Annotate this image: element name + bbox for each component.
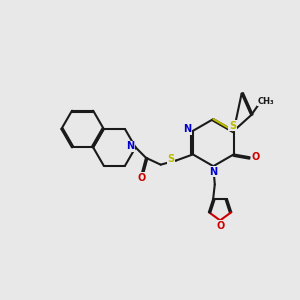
Text: CH₃: CH₃	[258, 97, 274, 106]
Text: O: O	[251, 152, 260, 162]
Text: N: N	[209, 167, 218, 177]
Text: S: S	[229, 121, 236, 131]
Text: N: N	[126, 141, 134, 151]
Text: O: O	[216, 221, 224, 231]
Text: S: S	[167, 154, 175, 164]
Text: N: N	[183, 124, 191, 134]
Text: O: O	[138, 173, 146, 183]
